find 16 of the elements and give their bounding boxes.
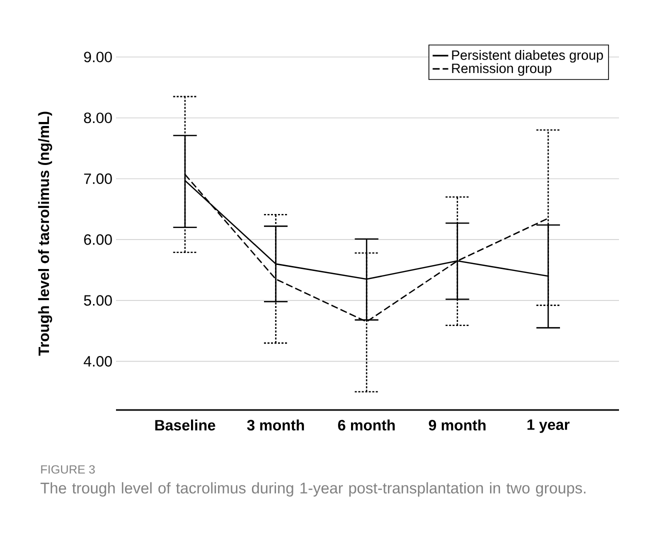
- y-tick-label: 9.00: [84, 52, 112, 62]
- legend-label: Persistent diabetes group: [452, 50, 603, 63]
- x-tick-label: 6 month: [338, 420, 395, 430]
- legend-label: Remission group: [452, 63, 552, 76]
- y-tick-label: 8.00: [84, 112, 112, 124]
- caption: FIGURE 3: [41, 465, 95, 474]
- y-tick-label: 7.00: [84, 173, 112, 184]
- x-tick-label: 9 month: [428, 420, 486, 430]
- x-tick-label: 3 month: [247, 420, 304, 431]
- text: The trough level of tacrolimus during 1-year post-transplantation in two groups.: [40, 482, 586, 497]
- y-tick-label: 5.00: [84, 295, 112, 306]
- x-tick-label: 1 year: [528, 420, 570, 433]
- y-axis-title: Trough level of tacrolimus (ng/mL): [38, 112, 52, 356]
- y-tick-label: 4.00: [84, 356, 112, 367]
- x-tick-label: Baseline: [155, 420, 216, 430]
- y-tick-label: 6.00: [84, 234, 112, 245]
